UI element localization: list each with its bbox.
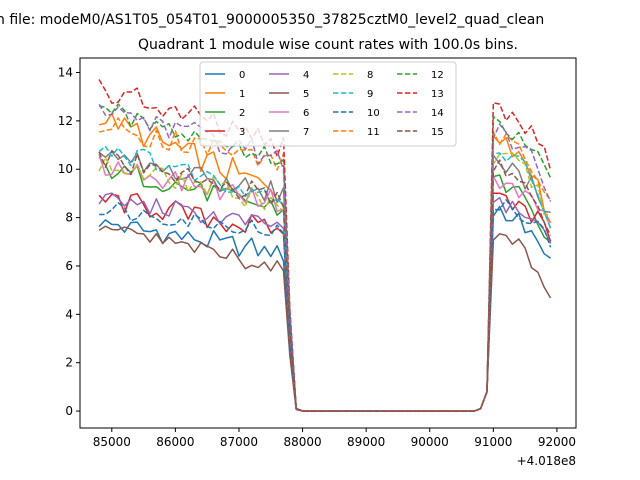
y-tick-label: 8	[65, 211, 73, 225]
legend-label-12: 12	[431, 70, 444, 81]
x-tick-label: 87000	[220, 435, 258, 449]
y-tick-label: 6	[65, 259, 73, 273]
legend-label-1: 1	[239, 89, 245, 100]
x-tick-label: 89000	[347, 435, 385, 449]
legend-label-2: 2	[239, 108, 245, 119]
plot-frame	[79, 57, 577, 429]
legend-label-5: 5	[303, 89, 309, 100]
legend-label-8: 8	[367, 70, 373, 81]
legend-label-15: 15	[431, 127, 444, 138]
x-tick-label: 85000	[93, 435, 131, 449]
legend-label-6: 6	[303, 108, 309, 119]
x-tick-label: 92000	[538, 435, 576, 449]
y-axis: 0 2 4 6 8 10 12 14	[58, 66, 80, 418]
y-tick-label: 0	[65, 404, 73, 418]
legend-box	[199, 61, 457, 147]
series-line-15	[98, 149, 552, 412]
x-tick-label: 86000	[156, 435, 194, 449]
legend-label-3: 3	[239, 127, 245, 138]
legend-label-7: 7	[303, 127, 309, 138]
x-tick-label: 91000	[474, 435, 512, 449]
legend-label-4: 4	[303, 70, 309, 81]
x-offset-label: +4.018e8	[517, 454, 576, 468]
x-axis: 85000 86000 87000 88000 89000 90000 91000 92000	[93, 428, 576, 449]
legend-label-0: 0	[239, 70, 245, 81]
y-tick-label: 4	[65, 307, 73, 321]
series-line-14	[98, 103, 552, 412]
y-tick-label: 10	[58, 162, 73, 176]
x-tick-label: 88000	[283, 435, 321, 449]
legend-label-13: 13	[431, 89, 444, 100]
y-tick-label: 2	[65, 356, 73, 370]
x-tick-label: 90000	[411, 435, 449, 449]
chart-title: Quadrant 1 module wise count rates with …	[138, 37, 518, 53]
legend-label-11: 11	[367, 127, 380, 138]
figure-suptitle: n file: modeM0/AS1T05_054T01_9000005350_…	[0, 12, 544, 28]
y-tick-label: 14	[58, 66, 73, 80]
legend-label-10: 10	[367, 108, 380, 119]
series-layer	[98, 79, 552, 412]
y-tick-label: 12	[58, 114, 73, 128]
legend-label-9: 9	[367, 89, 373, 100]
legend-label-14: 14	[431, 108, 444, 119]
